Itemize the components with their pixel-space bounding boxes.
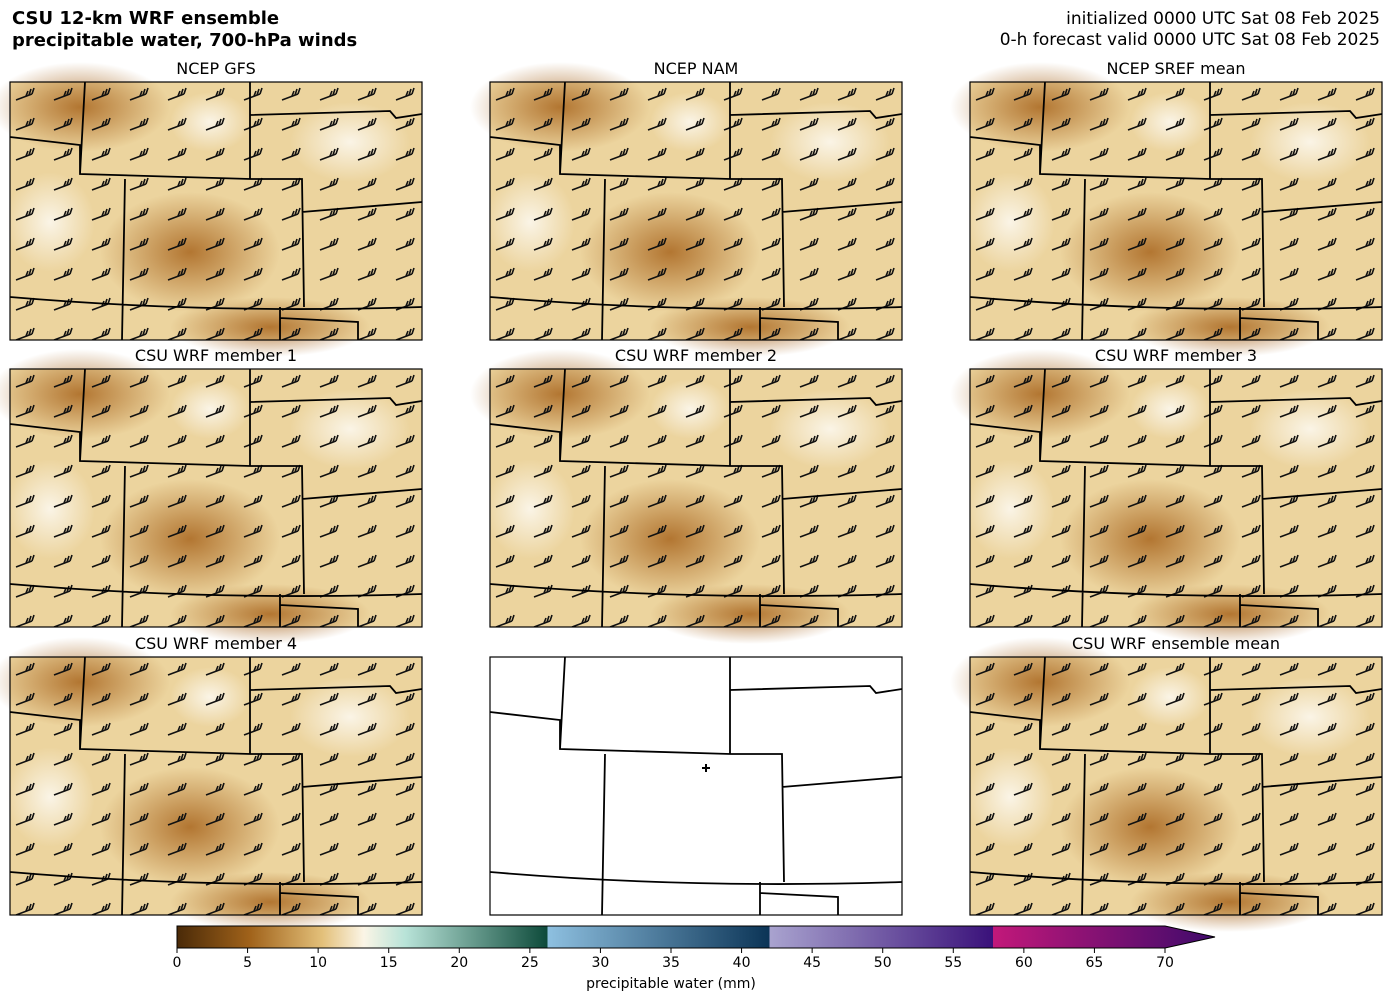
colorbar-tick-label: 25: [521, 955, 539, 971]
map-panel: CSU WRF member 1: [0, 346, 423, 644]
precip-field: [950, 637, 1382, 932]
panel-frame: [969, 656, 1383, 916]
precip-field: [0, 62, 422, 357]
panel-title: CSU WRF ensemble mean: [1072, 634, 1280, 653]
panel-title: CSU WRF member 1: [135, 346, 297, 365]
panel-frame: [9, 368, 423, 628]
panels: NCEP GFS NCEP NAM NCEP SREF mean CSU WRF me…: [0, 59, 1383, 932]
panel-title: CSU WRF member 4: [135, 634, 297, 653]
panel-title: NCEP GFS: [176, 59, 255, 78]
panel-frame: [969, 81, 1383, 341]
colorbar-tick-label: 60: [1015, 955, 1033, 971]
colorbar-tick-label: 10: [309, 955, 327, 971]
blank-map: [490, 657, 902, 915]
colorbar-tick-label: 70: [1156, 955, 1174, 971]
colorbar-bar: [176, 925, 1216, 949]
panel-title: CSU WRF member 2: [615, 346, 777, 365]
precip-field: [470, 349, 902, 644]
panel-title: NCEP NAM: [654, 59, 739, 78]
info-line: 0-h forecast valid 0000 UTC Sat 08 Feb 2…: [1000, 30, 1380, 50]
colorbar-label: precipitable water (mm): [586, 976, 756, 992]
colorbar-tick-label: 45: [803, 955, 821, 971]
colorbar-tick-label: 15: [380, 955, 398, 971]
colorbar-tick-label: 65: [1086, 955, 1104, 971]
colorbar-tick-label: 50: [874, 955, 892, 971]
precip-field: [950, 62, 1382, 357]
title-line: precipitable water, 700-hPa winds: [12, 30, 357, 51]
colorbar: 0 5 10 15 20 25 30 35 40 45 50 55 60 65 70 precipitable…: [173, 925, 1216, 992]
map-panel: CSU WRF member 4: [0, 634, 423, 932]
panel-frame: [9, 81, 423, 341]
colorbar-tick-label: 20: [450, 955, 468, 971]
map-panel: CSU WRF member 3: [950, 346, 1383, 644]
panel-frame: [489, 368, 903, 628]
map-panel: CSU WRF member 2: [470, 346, 903, 644]
colorbar-tick-label: 0: [173, 955, 182, 971]
map-panel: [489, 656, 903, 916]
colorbar-tick-label: 5: [243, 955, 252, 971]
panel-title: CSU WRF member 3: [1095, 346, 1257, 365]
map-panel: NCEP GFS: [0, 59, 423, 357]
map-panel: CSU WRF ensemble mean: [950, 634, 1383, 932]
title-line: CSU 12-km WRF ensemble: [12, 8, 279, 29]
colorbar-tick-label: 55: [944, 955, 962, 971]
colorbar-tick-label: 40: [733, 955, 751, 971]
panel-frame: [489, 656, 903, 916]
panel-frame: [969, 368, 1383, 628]
station-marker: [702, 764, 710, 772]
colorbar-tick-label: 30: [592, 955, 610, 971]
panel-title: NCEP SREF mean: [1106, 59, 1245, 78]
precip-field: [0, 349, 422, 644]
panel-frame: [489, 81, 903, 341]
colorbar-tick-label: 35: [662, 955, 680, 971]
panel-frame: [9, 656, 423, 916]
info-line: initialized 0000 UTC Sat 08 Feb 2025: [1066, 9, 1380, 29]
precip-field: [950, 349, 1382, 644]
map-panel: NCEP NAM: [470, 59, 903, 357]
precip-field: [470, 62, 902, 357]
map-panel: NCEP SREF mean: [950, 59, 1383, 357]
precip-field: [0, 637, 422, 932]
